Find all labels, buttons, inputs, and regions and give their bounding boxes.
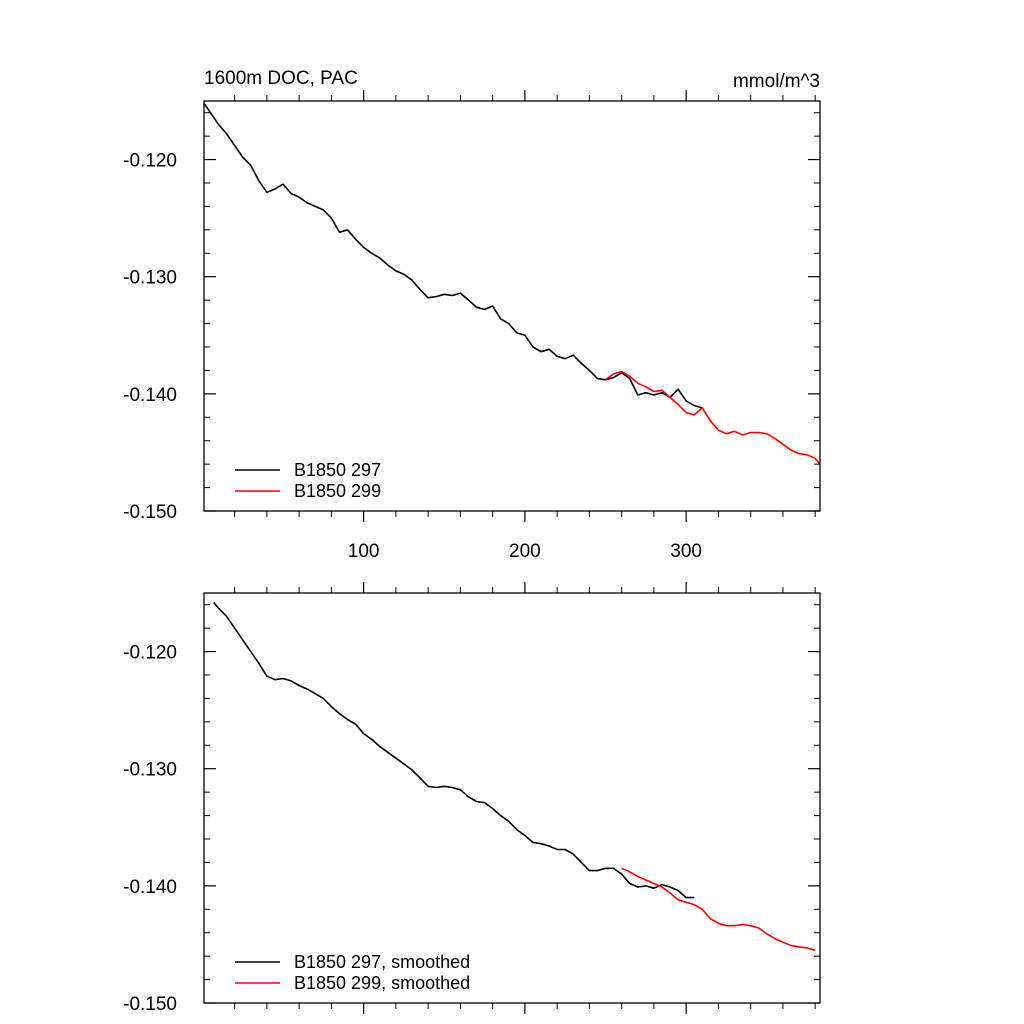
bottom-chart-panel: -0.120 -0.130 -0.140 -0.150 B1850 297, smoo… (123, 582, 821, 1015)
y-tick-label: -0.120 (123, 643, 177, 664)
series-line-1 (213, 601, 695, 899)
x-tick-label: 100 (348, 541, 380, 562)
y-tick-label: -0.130 (123, 760, 177, 781)
legend-label-series-1: B1850 297, smoothed (294, 952, 470, 972)
series-line-1 (203, 102, 703, 409)
series-layer (203, 102, 821, 465)
legend-label-series-2: B1850 299 (294, 481, 381, 501)
chart-title: 1600m DOC, PAC (204, 68, 358, 89)
legend: B1850 297 B1850 299 (235, 460, 381, 501)
tick-layer: -0.120 -0.130 -0.140 -0.150 (123, 582, 820, 1015)
top-chart-panel: 1600m DOC, PAC mmol/m^3 -0.120-0.130-0.1… (123, 68, 821, 562)
y-tick-label: -0.150 (123, 502, 177, 523)
units-label: mmol/m^3 (733, 71, 820, 92)
legend-label-series-2: B1850 299, smoothed (294, 973, 470, 993)
plot-frame (203, 592, 821, 1004)
series-line-2 (621, 867, 816, 952)
y-tick-label: -0.140 (123, 877, 177, 898)
y-tick-label: -0.130 (123, 268, 177, 289)
legend: B1850 297, smoothed B1850 299, smoothed (235, 952, 470, 993)
y-tick-label: -0.120 (123, 151, 177, 172)
x-tick-label: 200 (509, 541, 541, 562)
legend-label-series-1: B1850 297 (294, 460, 381, 480)
y-tick-label: -0.150 (123, 994, 177, 1015)
series-line-2 (605, 370, 821, 465)
series-layer (213, 601, 816, 952)
x-tick-label: 300 (670, 541, 702, 562)
plot-frame (203, 100, 821, 512)
tick-layer: -0.120 -0.130 -0.140 -0.150 100 200 300 (123, 90, 820, 562)
y-tick-label: -0.140 (123, 385, 177, 406)
